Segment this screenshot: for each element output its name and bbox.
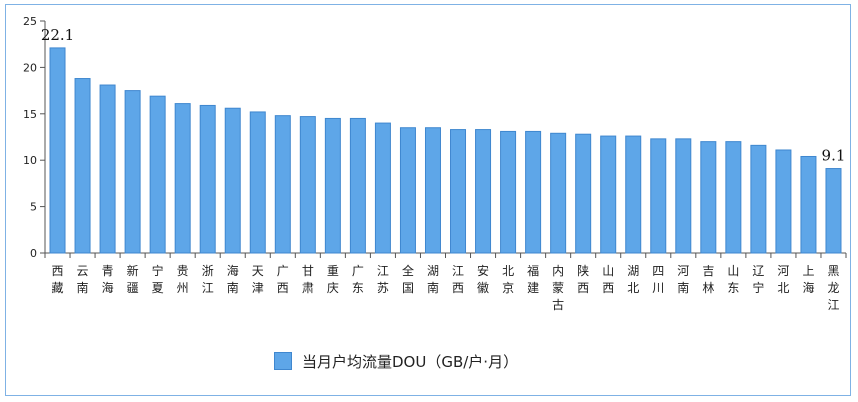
bar <box>775 149 792 254</box>
bar <box>525 130 542 254</box>
bar <box>725 141 742 254</box>
x-tick-label: 贵州 <box>177 264 189 295</box>
x-tick-label: 北京 <box>502 264 514 295</box>
bar <box>174 103 191 254</box>
x-tick-label: 内蒙古 <box>552 264 564 312</box>
x-tick-label: 海南 <box>227 263 239 295</box>
legend: 当月户均流量DOU（GB/户·月） <box>274 351 518 371</box>
y-tick-label: 5 <box>30 201 37 214</box>
x-tick-label: 重庆 <box>327 264 339 295</box>
bar <box>625 135 642 254</box>
bar <box>399 127 416 254</box>
bar <box>124 90 141 254</box>
bar <box>700 141 717 254</box>
x-tick-label: 安徽 <box>477 263 489 295</box>
y-tick-label: 15 <box>23 108 37 121</box>
chart-frame: 0 5 10 15 20 25 西藏 云南 青海 新疆 宁夏 贵州 浙江 海南 天津 广西 甘肃 重庆 广东 江苏 全国… <box>5 4 851 396</box>
x-tick-label: 新疆 <box>127 263 139 295</box>
y-tick-label: 20 <box>23 61 37 74</box>
x-tick-label: 山西 <box>602 264 614 295</box>
x-tick-label: 湖北 <box>627 263 639 295</box>
legend-label: 当月户均流量DOU（GB/户·月） <box>302 352 519 371</box>
x-tick-label: 全国 <box>402 263 414 295</box>
x-tick-label: 西藏 <box>52 264 64 295</box>
bar <box>199 104 216 254</box>
x-tick-label: 上海 <box>802 264 814 295</box>
bar <box>99 84 116 254</box>
x-tick-label: 云南 <box>77 264 89 295</box>
bar <box>825 168 842 254</box>
x-tick-label: 江苏 <box>377 264 389 295</box>
bar <box>475 129 492 254</box>
bar <box>149 95 166 254</box>
data-label: 9.1 <box>822 147 846 165</box>
x-tick-label: 浙江 <box>202 264 214 295</box>
bar <box>575 133 592 254</box>
y-tick-label: 25 <box>23 15 37 28</box>
x-tick-label: 江西 <box>452 264 464 295</box>
x-tick-label: 宁夏 <box>152 263 164 295</box>
x-tick-label: 吉林 <box>702 264 714 295</box>
bar <box>249 111 266 254</box>
x-tick-label: 广东 <box>352 264 364 295</box>
bar <box>299 116 316 254</box>
bar <box>450 129 467 254</box>
data-label: 22.1 <box>41 26 74 44</box>
bar-chart: 0 5 10 15 20 25 西藏云南青海新疆宁夏贵州浙江海南天津广西甘肃重庆广东江苏全国… <box>23 15 847 312</box>
bar <box>49 47 66 254</box>
x-tick-label: 山东 <box>727 264 739 295</box>
bar <box>550 132 567 254</box>
bar <box>274 115 291 254</box>
bar <box>374 122 391 254</box>
x-tick-label: 青海 <box>102 264 114 295</box>
bar <box>74 78 91 254</box>
x-tick-label: 福建 <box>527 263 539 295</box>
bar <box>349 117 366 254</box>
bar <box>224 107 241 254</box>
bar <box>650 138 667 254</box>
bar <box>600 135 617 254</box>
bar <box>750 144 767 254</box>
bar <box>800 155 817 254</box>
x-tick-label: 湖南 <box>427 263 439 295</box>
x-tick-label: 四川 <box>652 264 664 295</box>
y-tick-label: 10 <box>23 154 37 167</box>
bar <box>675 138 692 254</box>
x-tick-label: 河南 <box>677 264 689 295</box>
bar <box>500 130 517 254</box>
bar <box>324 117 341 254</box>
x-tick-label: 甘肃 <box>302 264 314 295</box>
x-tick-label: 辽宁 <box>752 264 764 295</box>
x-tick-label: 河北 <box>777 264 789 295</box>
bar <box>424 127 441 254</box>
x-tick-label: 广西 <box>277 264 289 295</box>
x-tick-label: 天津 <box>252 264 264 295</box>
y-tick-label: 0 <box>30 247 37 260</box>
legend-swatch <box>274 352 292 370</box>
x-tick-label: 陕西 <box>577 263 589 295</box>
x-tick-label: 黑龙江 <box>827 264 839 312</box>
